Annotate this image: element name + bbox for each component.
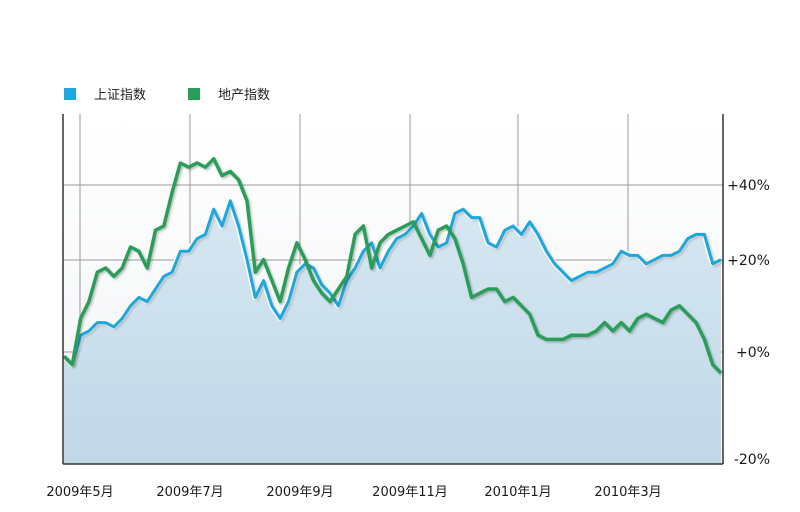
x-tick-label: 2009年11月 <box>372 485 448 500</box>
x-tick-label: 2009年9月 <box>266 485 333 500</box>
x-tick-label: 2010年3月 <box>594 485 661 500</box>
y-tick-label: +0% <box>736 345 770 361</box>
x-tick-label: 2009年7月 <box>156 485 223 500</box>
y-tick-label: +40% <box>727 178 770 194</box>
legend-swatch-realestate <box>188 88 200 100</box>
y-tick-label: -20% <box>734 452 770 468</box>
legend-swatch-shanghai <box>64 88 76 100</box>
x-tick-label: 2009年5月 <box>46 485 113 500</box>
x-axis-labels: 2009年5月 2009年7月 2009年9月 2009年11月 2010年1月 2010… <box>46 485 661 500</box>
y-tick-label: +20% <box>727 253 770 269</box>
series-lines <box>61 157 723 375</box>
y-axis-labels: +40% +20% +0% -20% <box>727 178 770 468</box>
shanghai-index-line <box>62 199 722 367</box>
x-tick-label: 2010年1月 <box>484 485 551 500</box>
legend-label-realestate: 地产指数 <box>218 88 270 103</box>
legend: 上证指数 地产指数 <box>64 88 270 103</box>
legend-label-shanghai: 上证指数 <box>94 88 146 103</box>
realestate-index-line <box>62 157 723 375</box>
